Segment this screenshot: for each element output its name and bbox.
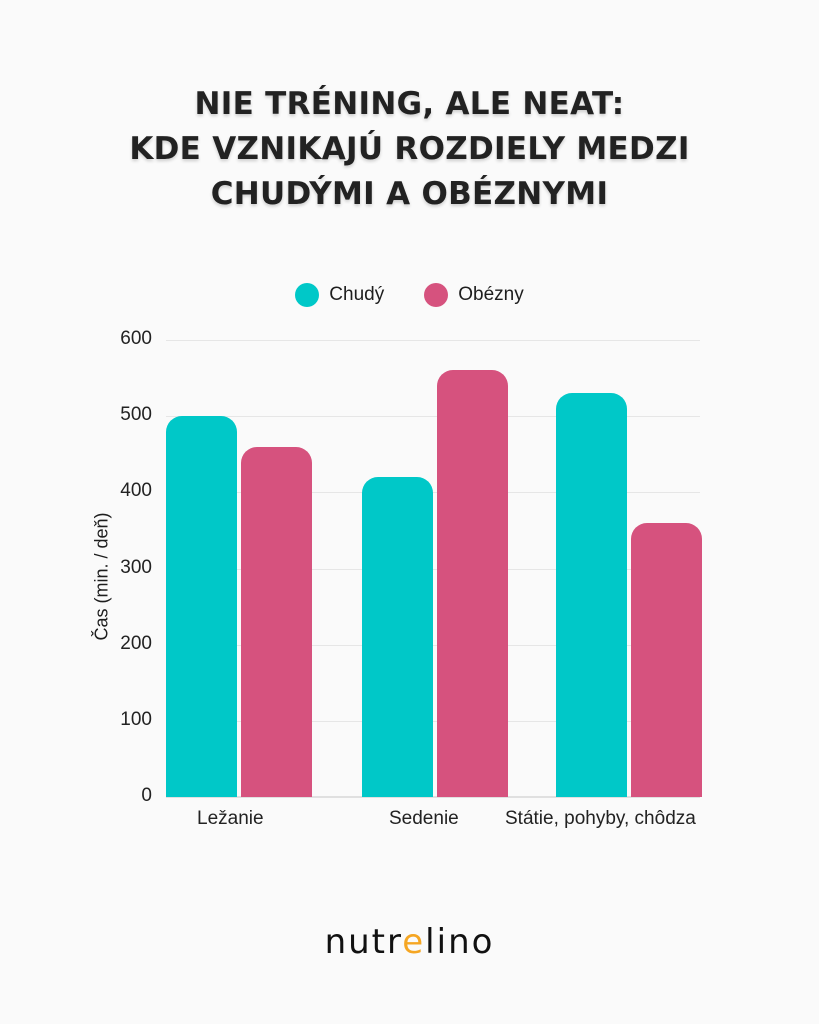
gridline — [166, 416, 700, 418]
y-axis-label: Čas (min. / deň) — [91, 512, 112, 641]
bar-chudy — [556, 393, 627, 797]
gridline — [166, 568, 700, 570]
chart-title: NIE TRÉNING, ALE NEAT: KDE VZNIKAJÚ ROZD… — [0, 82, 819, 217]
legend-item-chudy: Chudý — [295, 283, 384, 307]
gridline — [166, 644, 700, 646]
gridline — [166, 720, 700, 722]
logo-text: nutr — [324, 922, 403, 962]
brand-logo: nutrelino — [0, 922, 819, 962]
x-tick-label: Sedenie — [389, 808, 459, 829]
bar-obezny — [631, 522, 702, 797]
gridline — [166, 340, 700, 341]
gridline — [166, 492, 700, 494]
y-tick-label: 200 — [120, 632, 152, 654]
legend-label: Chudý — [329, 284, 385, 305]
y-tick-label: 400 — [120, 480, 152, 502]
bar-obezny — [241, 446, 312, 797]
title-line-1: NIE TRÉNING, ALE NEAT: — [194, 86, 625, 122]
bar-obezny — [437, 370, 508, 797]
y-tick-label: 600 — [120, 328, 152, 349]
legend-label: Obézny — [458, 284, 524, 305]
y-tick-label: 100 — [120, 708, 152, 730]
x-axis-line — [166, 796, 700, 798]
legend-dot-icon — [424, 283, 449, 307]
bar-chudy — [362, 477, 433, 797]
y-tick-label: 0 — [141, 785, 152, 806]
x-tick-label: Ležanie — [197, 808, 264, 829]
logo-text: lino — [425, 922, 495, 962]
bar-chudy — [166, 416, 237, 797]
title-line-3: CHUDÝMI A OBÉZNYMI — [210, 176, 609, 212]
legend: Chudý Obézny — [0, 283, 819, 307]
y-tick-label: 300 — [120, 556, 152, 578]
x-tick-label: Státie, pohyby, chôdza — [505, 808, 696, 829]
legend-dot-icon — [295, 283, 320, 307]
logo-accent: e — [402, 922, 426, 962]
legend-item-obezny: Obézny — [424, 283, 524, 307]
y-tick-label: 500 — [120, 404, 152, 426]
title-line-2: KDE VZNIKAJÚ ROZDIELY MEDZI — [129, 131, 690, 167]
